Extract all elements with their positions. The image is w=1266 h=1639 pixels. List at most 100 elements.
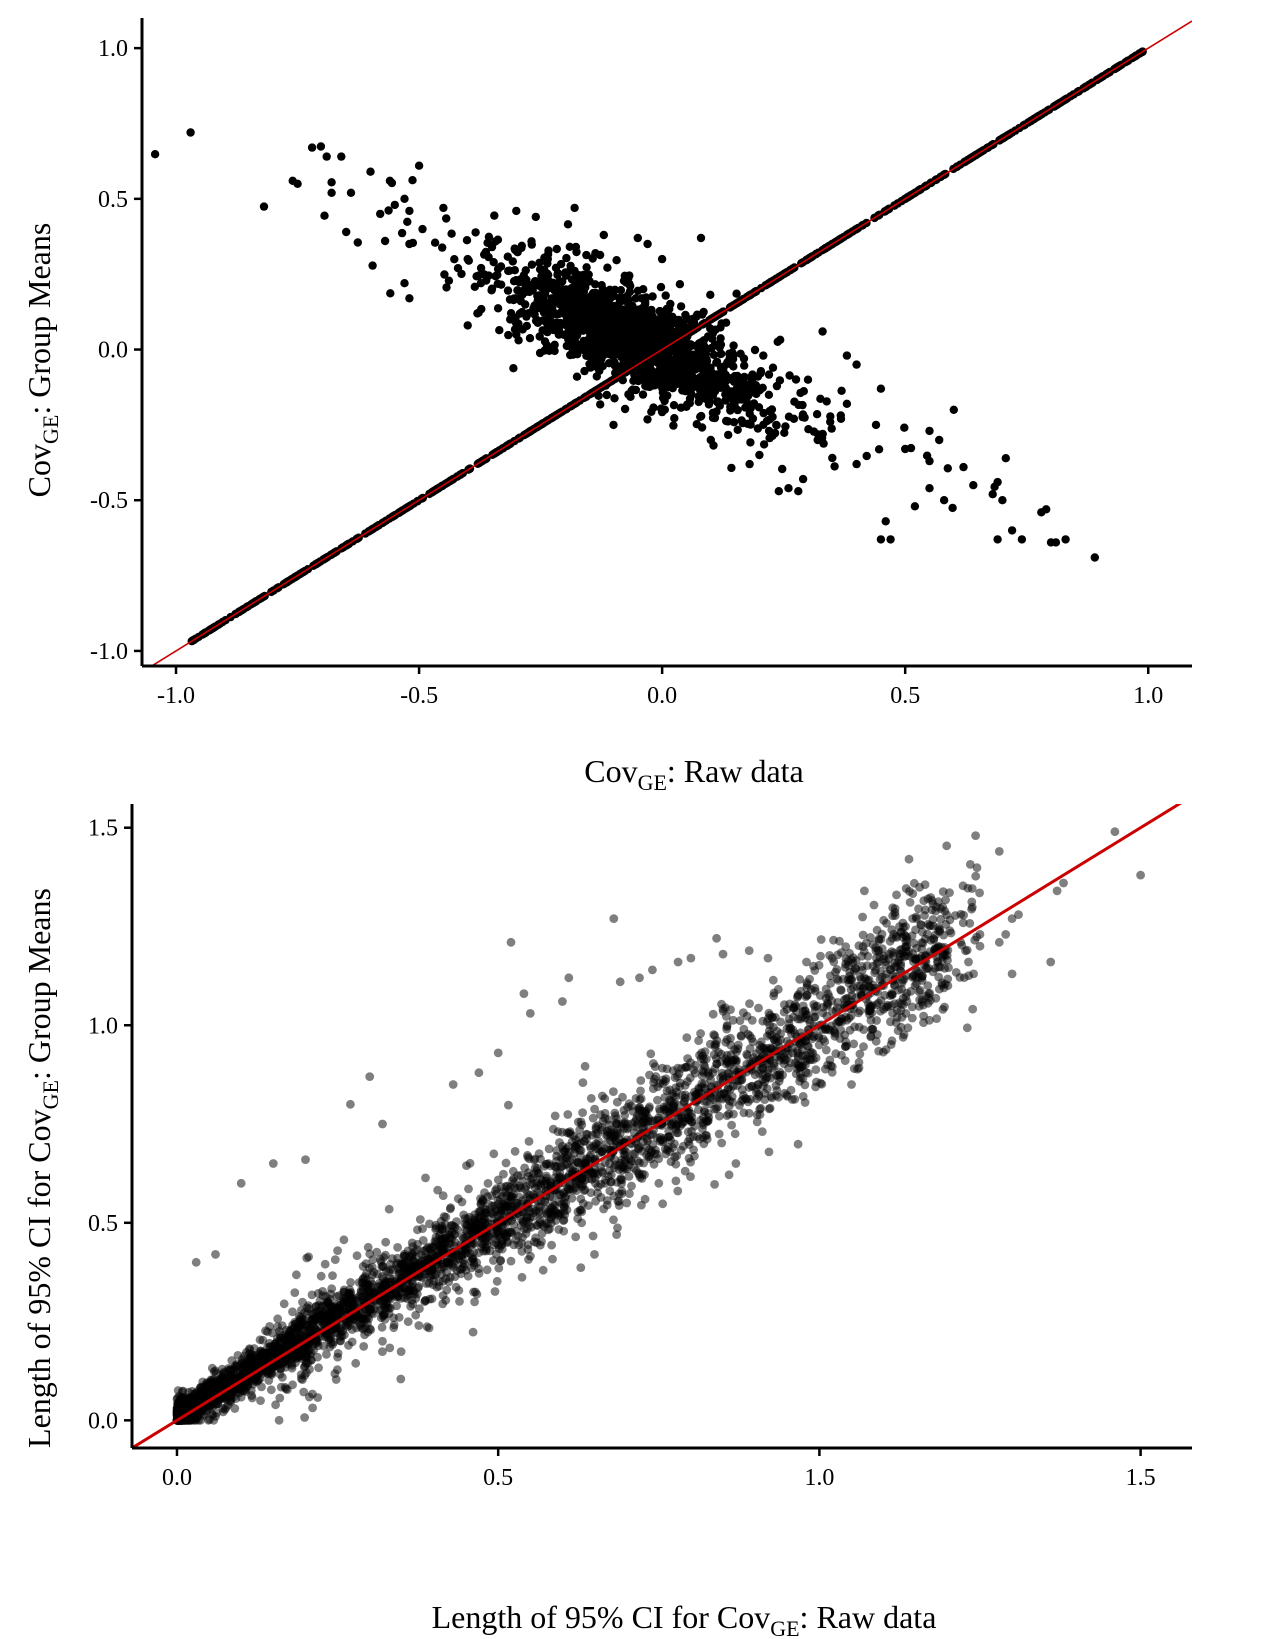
data-point [600, 330, 610, 339]
data-point [535, 348, 545, 358]
data-point [503, 286, 513, 295]
data-point [925, 456, 934, 466]
data-point [631, 294, 640, 303]
data-point [547, 294, 556, 303]
scatter-points-bottom [172, 827, 1145, 1425]
data-point [910, 502, 920, 511]
data-point [626, 326, 635, 335]
data-point [623, 1102, 632, 1112]
data-point [798, 400, 807, 410]
data-point [384, 206, 393, 215]
x-tick-label: -0.5 [400, 683, 438, 709]
data-point [827, 1068, 837, 1077]
data-point [904, 854, 914, 864]
data-point [656, 352, 665, 362]
data-point [400, 279, 409, 288]
data-point [712, 357, 722, 366]
x-axis-title-top-sub: GE [638, 770, 667, 795]
data-point [510, 244, 519, 253]
data-point [785, 371, 794, 380]
data-point [661, 291, 670, 300]
data-point [888, 903, 898, 913]
data-point [578, 1108, 587, 1117]
data-point [969, 481, 978, 490]
scatter-points-top [150, 47, 1147, 646]
data-point [481, 247, 491, 257]
data-point [649, 403, 658, 412]
data-point [512, 206, 521, 216]
data-point [716, 1057, 725, 1066]
data-point [554, 330, 564, 339]
data-point [596, 359, 605, 368]
data-point [544, 1144, 554, 1154]
data-point [717, 349, 726, 358]
data-point [632, 318, 642, 327]
data-point [791, 375, 801, 384]
data-point [555, 277, 565, 287]
data-point [649, 381, 658, 390]
data-point [685, 341, 694, 350]
data-point [380, 236, 390, 246]
y-axis-title-top: CovGE: Group Means [21, 223, 63, 498]
data-point [916, 920, 926, 930]
data-point [595, 310, 604, 319]
data-point [535, 258, 544, 267]
data-point [743, 1051, 752, 1061]
data-point [576, 325, 585, 334]
data-point [484, 271, 493, 280]
data-point [604, 314, 613, 324]
data-point [740, 361, 749, 370]
data-point [876, 535, 886, 544]
data-point [418, 224, 427, 234]
data-point [666, 314, 676, 323]
data-point [737, 416, 746, 425]
data-point [836, 414, 846, 423]
data-point [584, 317, 593, 326]
data-point [447, 229, 456, 238]
data-point [646, 345, 655, 355]
data-point [1061, 535, 1070, 544]
data-point [490, 211, 499, 220]
data-point [643, 415, 652, 424]
data-point [346, 188, 356, 197]
data-point [729, 341, 738, 350]
data-point [493, 304, 503, 313]
data-point [322, 152, 331, 161]
data-point [612, 256, 621, 265]
data-point [707, 343, 716, 353]
data-point [513, 286, 522, 295]
data-point [293, 179, 302, 188]
data-point [715, 401, 724, 410]
data-point [556, 259, 566, 269]
data-point [542, 319, 552, 328]
data-point [1017, 535, 1027, 544]
data-point [588, 254, 597, 263]
data-point [710, 1104, 719, 1114]
data-point [495, 326, 504, 335]
data-point [696, 347, 705, 357]
data-point [470, 282, 479, 291]
data-point [554, 324, 563, 333]
data-point [692, 312, 701, 321]
data-point [538, 282, 547, 291]
data-point [630, 370, 639, 380]
data-point [386, 289, 395, 298]
data-point [821, 984, 831, 994]
data-point [405, 239, 414, 249]
data-point [881, 517, 890, 526]
data-point [727, 1120, 736, 1130]
data-point [727, 1092, 737, 1101]
data-point [696, 1029, 705, 1038]
data-point [547, 1240, 556, 1250]
data-point [501, 1158, 511, 1168]
data-point [943, 464, 952, 473]
data-point [666, 326, 675, 335]
data-point [620, 354, 629, 363]
y-axis-title-top-rest: : Group Means [21, 223, 57, 415]
data-point [685, 360, 695, 370]
data-point [673, 379, 682, 388]
data-point [482, 1265, 492, 1275]
data-point [617, 1175, 627, 1185]
data-point [716, 323, 725, 332]
data-point [610, 361, 619, 370]
